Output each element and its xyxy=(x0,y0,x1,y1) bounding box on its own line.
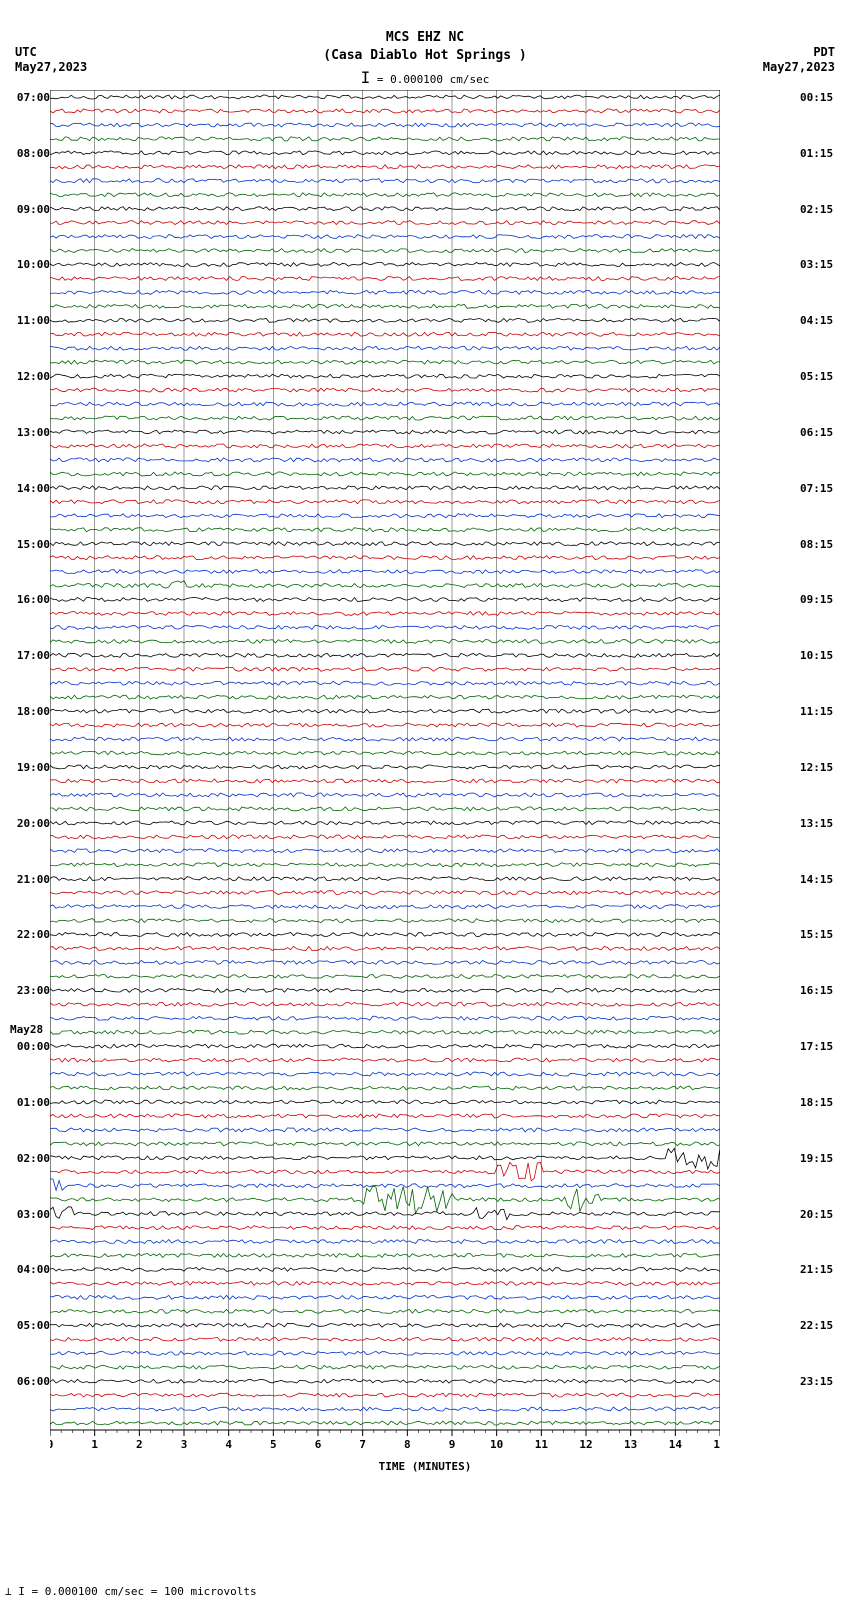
left-time-label: 14:00 xyxy=(17,482,50,495)
right-time-label: 06:15 xyxy=(800,426,833,439)
date-left: May27,2023 xyxy=(15,60,87,74)
right-time-label: 17:15 xyxy=(800,1040,833,1053)
right-time-label: 16:15 xyxy=(800,984,833,997)
right-time-label: 18:15 xyxy=(800,1096,833,1109)
right-time-label: 08:15 xyxy=(800,538,833,551)
left-time-label: 11:00 xyxy=(17,314,50,327)
right-time-label: 11:15 xyxy=(800,705,833,718)
right-time-label: 09:15 xyxy=(800,593,833,606)
right-time-label: 03:15 xyxy=(800,258,833,271)
svg-text:11: 11 xyxy=(535,1438,549,1451)
svg-text:9: 9 xyxy=(449,1438,456,1451)
left-time-label: 15:00 xyxy=(17,538,50,551)
left-time-label: 22:00 xyxy=(17,928,50,941)
svg-text:6: 6 xyxy=(315,1438,322,1451)
right-time-label: 13:15 xyxy=(800,817,833,830)
left-time-label: 13:00 xyxy=(17,426,50,439)
left-time-label: 18:00 xyxy=(17,705,50,718)
left-time-label: 06:00 xyxy=(17,1375,50,1388)
left-time-label: 02:00 xyxy=(17,1152,50,1165)
left-time-label: 04:00 xyxy=(17,1263,50,1276)
svg-text:2: 2 xyxy=(136,1438,143,1451)
right-time-label: 22:15 xyxy=(800,1319,833,1332)
left-time-label: 19:00 xyxy=(17,761,50,774)
right-time-label: 04:15 xyxy=(800,314,833,327)
left-time-label: 23:00 xyxy=(17,984,50,997)
left-time-label: 17:00 xyxy=(17,649,50,662)
right-time-labels: 00:15 01:15 02:15 03:15 04:15 05:15 06:15 07:15… xyxy=(800,90,840,1430)
svg-text:13: 13 xyxy=(624,1438,637,1451)
svg-text:0: 0 xyxy=(50,1438,53,1451)
left-time-label: 09:00 xyxy=(17,203,50,216)
right-time-label: 00:15 xyxy=(800,91,833,104)
right-time-label: 07:15 xyxy=(800,482,833,495)
left-time-label: 03:00 xyxy=(17,1208,50,1221)
timezone-right: PDT xyxy=(813,45,835,59)
left-time-label: 05:00 xyxy=(17,1319,50,1332)
svg-text:15: 15 xyxy=(713,1438,720,1451)
svg-text:1: 1 xyxy=(91,1438,98,1451)
svg-text:4: 4 xyxy=(225,1438,232,1451)
svg-text:3: 3 xyxy=(181,1438,188,1451)
left-time-label: 20:00 xyxy=(17,817,50,830)
svg-text:14: 14 xyxy=(669,1438,683,1451)
right-time-label: 20:15 xyxy=(800,1208,833,1221)
footer-conversion: ⊥ I = 0.000100 cm/sec = 100 microvolts xyxy=(5,1585,257,1598)
day-change-label: May28 xyxy=(10,1023,43,1036)
svg-text:12: 12 xyxy=(579,1438,592,1451)
svg-text:7: 7 xyxy=(359,1438,366,1451)
location-subtitle: (Casa Diablo Hot Springs ) xyxy=(0,48,850,63)
station-title: MCS EHZ NC xyxy=(0,30,850,45)
right-time-label: 15:15 xyxy=(800,928,833,941)
left-time-label: 12:00 xyxy=(17,370,50,383)
left-time-label: 00:00 xyxy=(17,1040,50,1053)
svg-text:5: 5 xyxy=(270,1438,277,1451)
left-time-label: 21:00 xyxy=(17,873,50,886)
svg-text:10: 10 xyxy=(490,1438,503,1451)
left-time-label: 08:00 xyxy=(17,147,50,160)
seismogram-plot: 0123456789101112131415 xyxy=(50,90,720,1430)
left-time-labels: 07:00 08:00 09:00 10:00 11:00 12:00 13:00 14:00… xyxy=(10,90,50,1430)
date-right: May27,2023 xyxy=(763,60,835,74)
right-time-label: 01:15 xyxy=(800,147,833,160)
scale-bar-label: I = 0.000100 cm/sec xyxy=(0,68,850,87)
right-time-label: 21:15 xyxy=(800,1263,833,1276)
svg-text:8: 8 xyxy=(404,1438,411,1451)
timezone-left: UTC xyxy=(15,45,37,59)
right-time-label: 10:15 xyxy=(800,649,833,662)
x-axis-label: TIME (MINUTES) xyxy=(0,1460,850,1473)
left-time-label: 07:00 xyxy=(17,91,50,104)
right-time-label: 05:15 xyxy=(800,370,833,383)
right-time-label: 12:15 xyxy=(800,761,833,774)
seismogram-container: MCS EHZ NC (Casa Diablo Hot Springs ) I … xyxy=(0,0,850,1613)
right-time-label: 02:15 xyxy=(800,203,833,216)
right-time-label: 23:15 xyxy=(800,1375,833,1388)
right-time-label: 14:15 xyxy=(800,873,833,886)
left-time-label: 10:00 xyxy=(17,258,50,271)
left-time-label: 16:00 xyxy=(17,593,50,606)
right-time-label: 19:15 xyxy=(800,1152,833,1165)
left-time-label: 01:00 xyxy=(17,1096,50,1109)
